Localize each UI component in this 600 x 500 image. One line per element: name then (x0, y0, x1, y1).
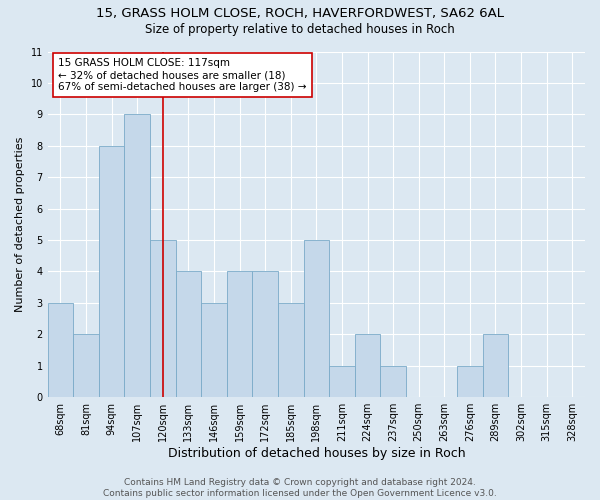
Bar (201, 303, 227, 397)
X-axis label: Distribution of detached houses by size in Roch: Distribution of detached houses by size … (167, 447, 465, 460)
Bar (227, 272, 253, 397)
Bar (73, 334, 99, 397)
Bar (47, 303, 73, 397)
Text: Contains HM Land Registry data © Crown copyright and database right 2024.
Contai: Contains HM Land Registry data © Crown c… (103, 478, 497, 498)
Bar (329, 366, 355, 397)
Text: 15, GRASS HOLM CLOSE, ROCH, HAVERFORDWEST, SA62 6AL: 15, GRASS HOLM CLOSE, ROCH, HAVERFORDWES… (96, 8, 504, 20)
Bar (355, 334, 380, 397)
Bar (457, 366, 482, 397)
Bar (380, 366, 406, 397)
Text: Size of property relative to detached houses in Roch: Size of property relative to detached ho… (145, 22, 455, 36)
Bar (150, 240, 176, 397)
Bar (304, 240, 329, 397)
Bar (278, 303, 304, 397)
Bar (99, 146, 124, 397)
Text: 15 GRASS HOLM CLOSE: 117sqm
← 32% of detached houses are smaller (18)
67% of sem: 15 GRASS HOLM CLOSE: 117sqm ← 32% of det… (58, 58, 307, 92)
Y-axis label: Number of detached properties: Number of detached properties (15, 136, 25, 312)
Bar (253, 272, 278, 397)
Bar (482, 334, 508, 397)
Bar (176, 272, 201, 397)
Bar (124, 114, 150, 397)
